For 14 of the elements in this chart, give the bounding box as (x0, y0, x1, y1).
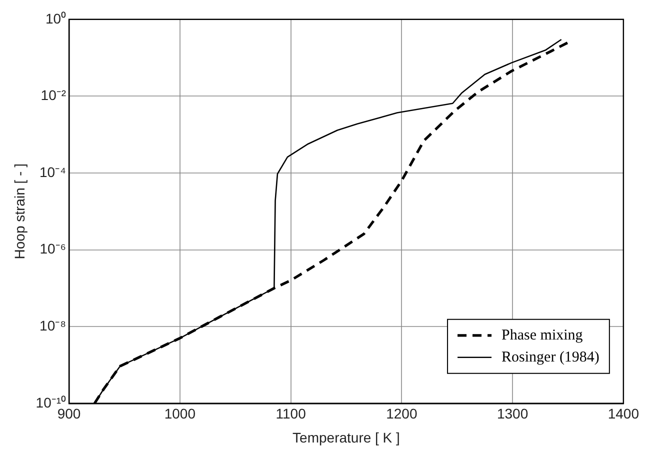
x-axis-title: Temperature [ K ] (292, 429, 400, 446)
y-tick-label: 10⁻² (40, 87, 66, 104)
legend-label: Rosinger (1984) (502, 349, 600, 366)
y-axis-title: Hoop strain [ - ] (11, 164, 28, 260)
x-tick-label: 1100 (276, 406, 306, 422)
y-tick-label: 10⁻⁸ (40, 317, 66, 334)
legend-label: Phase mixing (502, 327, 584, 344)
y-tick-label: 10⁻⁶ (40, 240, 66, 257)
x-tick-label: 1300 (496, 406, 528, 422)
x-tick-label: 1200 (386, 406, 418, 422)
x-tick-label: 1400 (608, 406, 640, 422)
y-tick-label: 10⁰ (45, 10, 66, 26)
x-tick-label: 1000 (164, 406, 196, 422)
y-tick-label: 10⁻⁴ (39, 164, 66, 180)
